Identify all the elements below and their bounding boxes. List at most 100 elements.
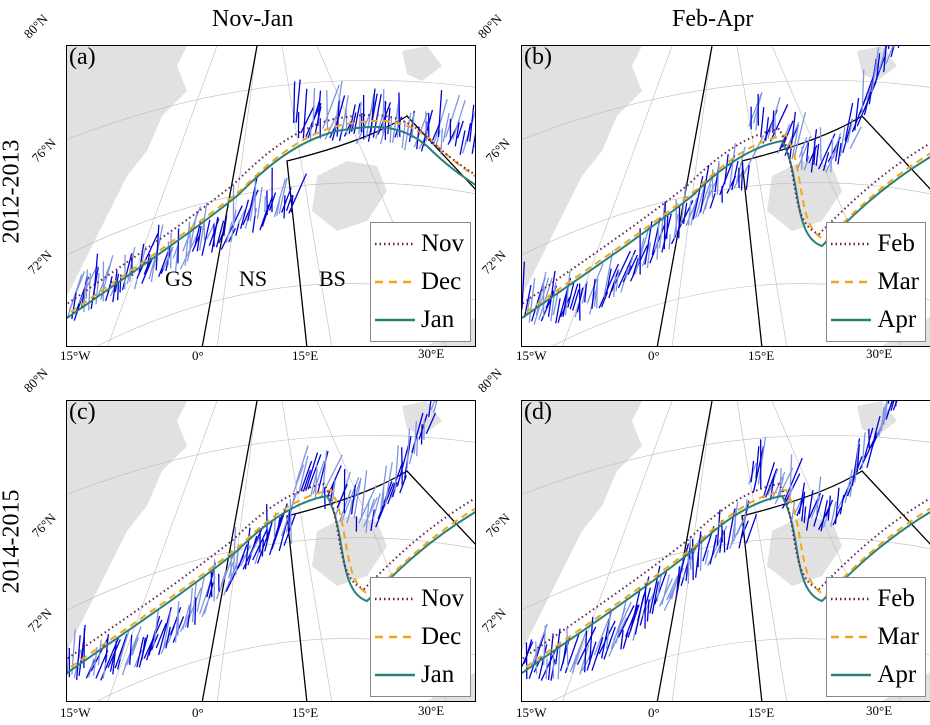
latitude-gridline [67, 80, 475, 140]
legend: Feb Mar Apr [826, 222, 926, 342]
ice-vector [803, 506, 807, 524]
lon-label-30e: 30°E [418, 703, 445, 718]
ice-vector [854, 98, 860, 131]
ice-vector [666, 215, 669, 239]
ice-vector [321, 450, 328, 494]
solid-line-swatch [374, 673, 415, 677]
ice-vector [740, 520, 749, 538]
ice-vector [574, 637, 585, 665]
ice-vector [469, 104, 475, 142]
ice-vector [432, 401, 438, 413]
ice-vector [550, 282, 557, 322]
panel-label: (b) [524, 45, 552, 70]
ice-vector [692, 176, 704, 220]
ice-vector [564, 270, 571, 316]
ice-vector [822, 152, 830, 171]
ice-vector [844, 469, 853, 504]
lat-label-80n: 80°N [474, 365, 505, 396]
ice-vector [141, 637, 147, 661]
ice-vector [769, 104, 789, 142]
svalbard-land [767, 516, 842, 586]
lon-label-15w: 15°W [516, 705, 547, 720]
panel-label: (a) [69, 45, 96, 70]
ice-vector [555, 298, 561, 324]
sector-boundary [201, 401, 258, 701]
ice-vector [466, 122, 472, 142]
ice-vector [112, 270, 118, 303]
ice-vector [576, 626, 597, 665]
ice-vector [261, 539, 265, 557]
ice-vector [136, 636, 145, 668]
ice-vector [153, 224, 164, 268]
ice-vector [880, 46, 886, 64]
ice-vector [165, 626, 171, 649]
ice-vector [596, 637, 604, 657]
ice-vector [285, 194, 293, 212]
ice-vector [678, 205, 681, 239]
ice-vector [104, 634, 109, 663]
ice-vector [897, 46, 900, 48]
ice-vector [112, 640, 118, 675]
ice-vector [695, 183, 706, 219]
legend-label: Feb [877, 230, 915, 257]
ice-vector [95, 272, 100, 305]
ice-vector [182, 205, 202, 252]
ice-vector [442, 112, 450, 142]
latitude-gridline [522, 435, 930, 495]
ice-vector [271, 503, 288, 550]
ice-vector [644, 583, 647, 629]
ice-vector [834, 140, 840, 162]
ice-vector [615, 596, 628, 644]
ice-vector [711, 534, 718, 556]
ice-vector [83, 284, 86, 313]
ice-vector [201, 219, 211, 256]
ice-vector [760, 107, 765, 138]
ice-vector [796, 136, 812, 171]
ice-vector [249, 536, 261, 556]
ice-vector [457, 120, 464, 139]
ice-vector [377, 481, 393, 520]
ice-vector [413, 421, 418, 454]
ice-vector [170, 607, 182, 636]
ice-vector [281, 187, 292, 213]
dashed-line-swatch [831, 635, 872, 639]
lon-label-0: 0° [192, 348, 204, 363]
map-panel-a: (a) GS NS BS Nov Dec Jan [66, 45, 476, 347]
ice-vector [646, 599, 650, 622]
island-land [857, 401, 897, 436]
ice-vector [603, 626, 616, 660]
ice-vector [584, 630, 588, 673]
ice-vector [798, 482, 806, 515]
ice-vector [668, 234, 671, 250]
legend-item-mar: Mar [831, 263, 919, 301]
ice-vector [598, 620, 616, 655]
ice-vector [452, 99, 466, 140]
longitude-gridline [736, 46, 787, 346]
ice-vector [136, 233, 159, 279]
ice-vector [288, 509, 291, 531]
ice-vector [360, 470, 368, 519]
ice-vector [731, 160, 739, 191]
longitude-gridline [281, 46, 332, 346]
map-panel-b: (b) Feb Mar Apr [521, 45, 930, 347]
ice-vector [289, 498, 292, 545]
ice-vector [97, 264, 111, 296]
greenland-land [67, 46, 187, 296]
ice-vector [85, 269, 89, 299]
ice-vector [78, 264, 99, 304]
ice-vector [300, 105, 315, 134]
legend-label: Jan [420, 661, 455, 688]
ice-vector [420, 109, 434, 152]
ice-vector [293, 464, 305, 493]
ice-vector [682, 202, 688, 224]
svalbard-land [767, 161, 842, 231]
ice-vector [566, 628, 569, 669]
ice-vector [755, 446, 760, 479]
legend-label: Dec [420, 268, 462, 295]
longitude-gridline [736, 401, 787, 701]
ice-vector [396, 444, 410, 487]
ice-vector [276, 517, 281, 536]
ice-vector [572, 654, 577, 674]
ice-vector [849, 126, 862, 150]
ice-vector [803, 155, 810, 171]
